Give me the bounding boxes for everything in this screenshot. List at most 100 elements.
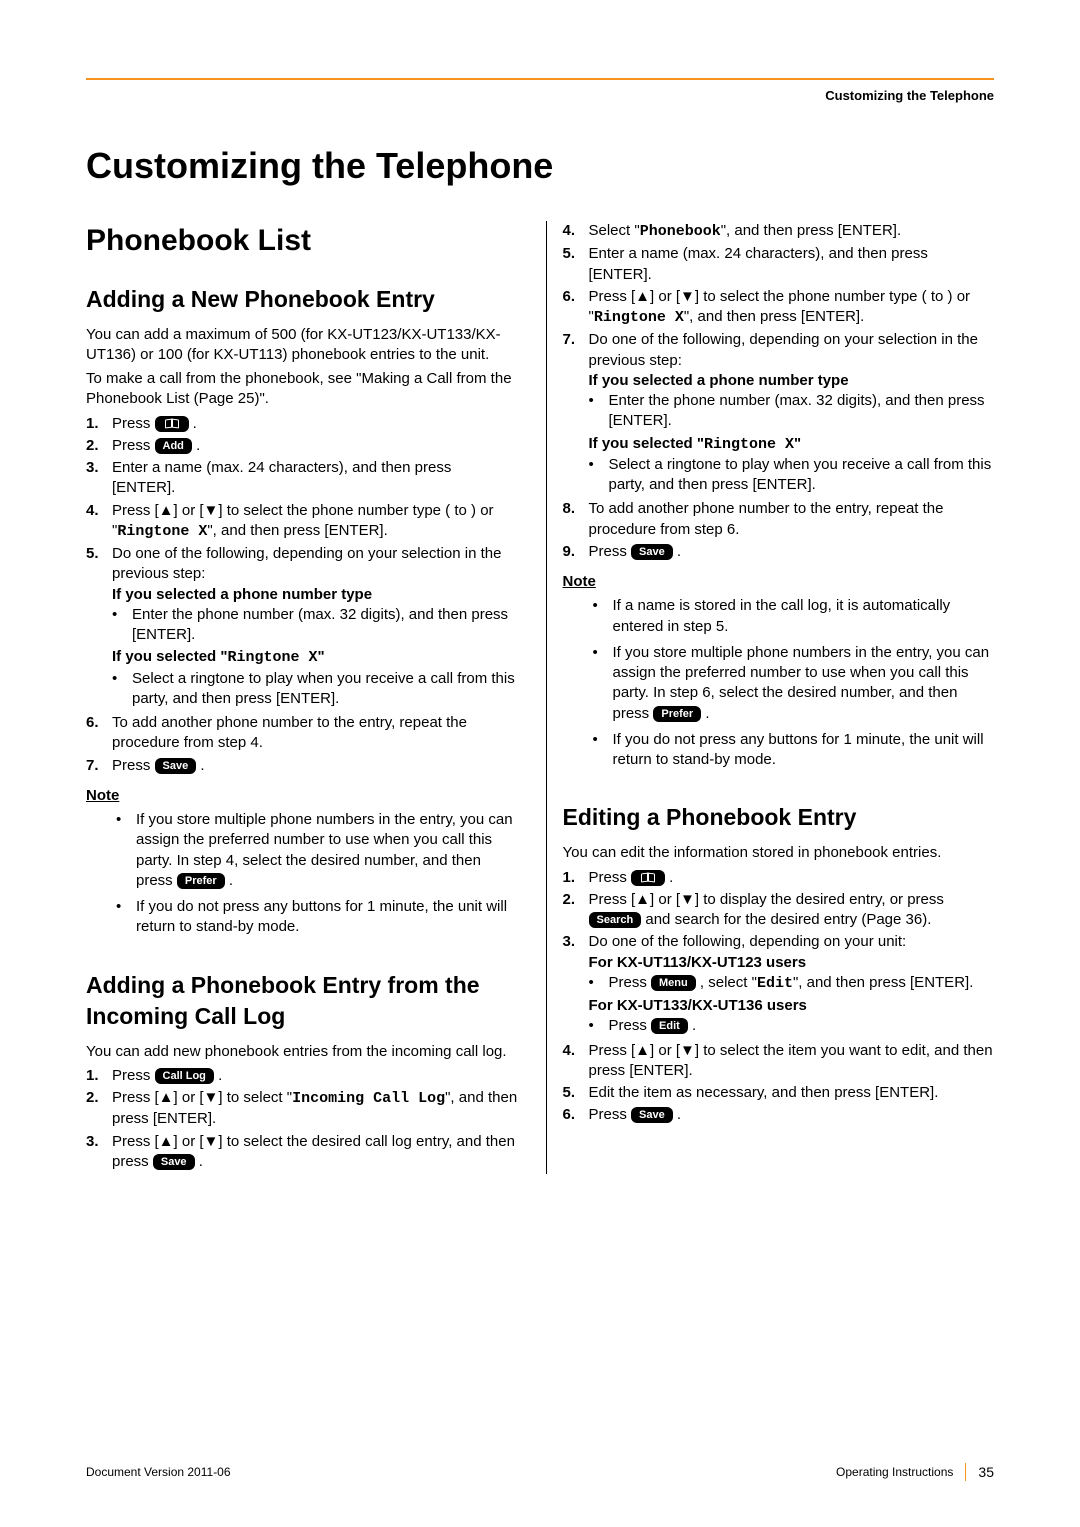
- c7h2c: ": [794, 435, 801, 452]
- c4b: Phonebook: [640, 223, 721, 240]
- step-1-after: .: [189, 415, 197, 432]
- save-softkey: Save: [155, 758, 197, 774]
- e3b1a: Press: [609, 974, 652, 991]
- step-5-sub1-text: Enter the phone number (max. 32 digits),…: [132, 605, 518, 646]
- edit-step-3: 3. Do one of the following, depending on…: [563, 932, 995, 1038]
- step-5-sub2-head: If you selected "Ringtone X": [112, 647, 518, 668]
- rnote-3: If you do not press any buttons for 1 mi…: [593, 730, 995, 771]
- call-log-softkey: Call Log: [155, 1068, 214, 1084]
- continued-steps: 4. Select "Phonebook", and then press [E…: [563, 221, 995, 562]
- e1b: .: [665, 869, 673, 886]
- note-list: If you store multiple phone numbers in t…: [86, 810, 518, 938]
- rnote2b: .: [701, 705, 709, 722]
- rnote-2: If you store multiple phone numbers in t…: [593, 643, 995, 724]
- step-5-sub1-head: If you selected a phone number type: [112, 585, 518, 605]
- cont-step-9: 9. Press Save .: [563, 542, 995, 562]
- c6c: ", and then press [ENTER].: [684, 308, 864, 325]
- step-5-sub1-bullet: Enter the phone number (max. 32 digits),…: [112, 605, 518, 646]
- log-s2b: Incoming Call Log: [292, 1090, 445, 1107]
- note-heading: Note: [86, 786, 518, 806]
- right-column: 4. Select "Phonebook", and then press [E…: [546, 221, 995, 1174]
- step-7: 7. Press Save .: [86, 756, 518, 776]
- phonebook-list-heading: Phonebook List: [86, 221, 518, 262]
- note-list-2: If a name is stored in the call log, it …: [563, 596, 995, 770]
- phonebook-icon-2: [631, 870, 665, 886]
- s5h2a: If you selected ": [112, 648, 227, 665]
- from-log-intro: You can add new phonebook entries from t…: [86, 1042, 518, 1062]
- content-columns: Phonebook List Adding a New Phonebook En…: [86, 221, 994, 1174]
- add-entry-intro-2: To make a call from the phonebook, see "…: [86, 369, 518, 410]
- e3b2a: Press: [609, 1017, 652, 1034]
- e5: Edit the item as necessary, and then pre…: [589, 1083, 995, 1103]
- c9: Press: [589, 543, 632, 560]
- step-4-mono: Ringtone X: [117, 523, 207, 540]
- add-entry-steps: 1. Press . 2. Press Add . 3. Enter a nam…: [86, 414, 518, 776]
- edit-step-4: 4. Press [▲] or [▼] to select the item y…: [563, 1041, 995, 1082]
- c4a: Select ": [589, 222, 640, 239]
- e3h2: For KX-UT133/KX-UT136 users: [589, 996, 995, 1016]
- e4: Press [▲] or [▼] to select the item you …: [589, 1041, 995, 1082]
- rnote1: If a name is stored in the call log, it …: [613, 596, 995, 637]
- step-7-text: Press: [112, 757, 155, 774]
- edit-entry-heading: Editing a Phonebook Entry: [563, 802, 995, 833]
- footer-left: Document Version 2011-06: [86, 1465, 231, 1479]
- e3b1-li: Press Menu , select "Edit", and then pre…: [589, 973, 995, 994]
- note-2: If you do not press any buttons for 1 mi…: [116, 897, 518, 938]
- rnote-1: If a name is stored in the call log, it …: [593, 596, 995, 637]
- step-4-c: ", and then press [ENTER].: [207, 522, 387, 539]
- s5h2b: Ringtone X: [227, 649, 317, 666]
- step-6-text: To add another phone number to the entry…: [112, 713, 518, 754]
- top-rule: [86, 78, 994, 80]
- e2b: and search for the desired entry (Page 3…: [641, 911, 931, 928]
- phonebook-icon: [155, 416, 189, 432]
- c7: Do one of the following, depending on yo…: [589, 330, 995, 371]
- page-title: Customizing the Telephone: [86, 145, 994, 187]
- save-softkey-4: Save: [631, 1107, 673, 1123]
- menu-softkey: Menu: [651, 975, 696, 991]
- edit-step-5: 5. Edit the item as necessary, and then …: [563, 1083, 995, 1103]
- c7h2: If you selected "Ringtone X": [589, 434, 995, 455]
- add-entry-intro-1: You can add a maximum of 500 (for KX-UT1…: [86, 325, 518, 366]
- save-softkey-3: Save: [631, 544, 673, 560]
- edit-step-6: 6. Press Save .: [563, 1105, 995, 1125]
- c8: To add another phone number to the entry…: [589, 499, 995, 540]
- e3b1c: Edit: [757, 975, 793, 992]
- from-log-heading: Adding a Phonebook Entry from the Incomi…: [86, 970, 518, 1032]
- edit-step-2: 2. Press [▲] or [▼] to display the desir…: [563, 890, 995, 931]
- edit-softkey: Edit: [651, 1018, 688, 1034]
- step-5-text: Do one of the following, depending on yo…: [112, 544, 518, 585]
- prefer-softkey-2: Prefer: [653, 706, 701, 722]
- note1b: .: [225, 872, 233, 889]
- step-5-sub2-text: Select a ringtone to play when you recei…: [132, 669, 518, 710]
- page-number: 35: [978, 1464, 994, 1480]
- note-1: If you store multiple phone numbers in t…: [116, 810, 518, 891]
- c6b: Ringtone X: [594, 309, 684, 326]
- left-column: Phonebook List Adding a New Phonebook En…: [86, 221, 518, 1174]
- footer-divider: [965, 1463, 966, 1481]
- step-6: 6. To add another phone number to the en…: [86, 713, 518, 754]
- c9b: .: [673, 543, 681, 560]
- e3b1d: ", and then press [ENTER].: [793, 974, 973, 991]
- cont-step-8: 8. To add another phone number to the en…: [563, 499, 995, 540]
- c7b2: Select a ringtone to play when you recei…: [609, 455, 995, 496]
- step-5: 5. Do one of the following, depending on…: [86, 544, 518, 711]
- prefer-softkey: Prefer: [177, 873, 225, 889]
- rnote3: If you do not press any buttons for 1 mi…: [613, 730, 995, 771]
- edit-step-1: 1. Press .: [563, 868, 995, 888]
- edit-steps: 1. Press . 2. Press [▲] or [▼] to displa…: [563, 868, 995, 1126]
- footer-right-label: Operating Instructions: [836, 1465, 953, 1479]
- cont-step-7: 7. Do one of the following, depending on…: [563, 330, 995, 497]
- log-s1-text: Press: [112, 1067, 155, 1084]
- from-log-steps: 1. Press Call Log . 2. Press [▲] or [▼] …: [86, 1066, 518, 1172]
- c7b1: Enter the phone number (max. 32 digits),…: [609, 391, 995, 432]
- e3b2b: .: [688, 1017, 696, 1034]
- c7b2-li: Select a ringtone to play when you recei…: [589, 455, 995, 496]
- log-s3b: .: [195, 1153, 203, 1170]
- step-4: 4. Press [▲] or [▼] to select the phone …: [86, 501, 518, 543]
- log-step-2: 2. Press [▲] or [▼] to select "Incoming …: [86, 1088, 518, 1130]
- log-s1-after: .: [214, 1067, 222, 1084]
- step-1-text: Press: [112, 415, 155, 432]
- footer-right: Operating Instructions 35: [836, 1463, 994, 1481]
- c7h2a: If you selected ": [589, 435, 704, 452]
- c7b1-li: Enter the phone number (max. 32 digits),…: [589, 391, 995, 432]
